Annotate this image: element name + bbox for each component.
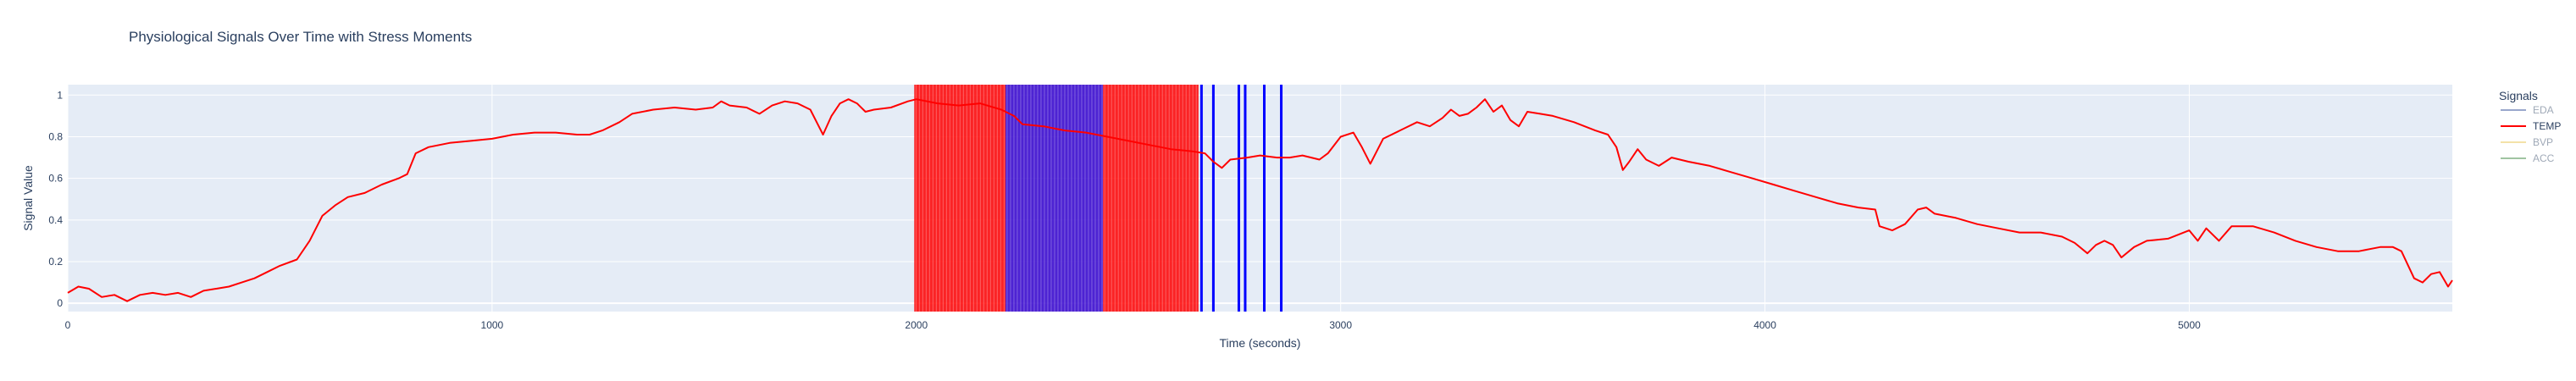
y-tick-label: 0: [57, 297, 63, 309]
stress-band: [914, 85, 1005, 312]
x-tick-label: 3000: [1329, 319, 1352, 331]
y-tick-label: 1: [57, 89, 63, 101]
y-tick-label: 0.4: [48, 214, 63, 226]
series-line-temp: [67, 98, 2453, 302]
legend-title: Signals: [2499, 89, 2538, 102]
stress-band: [1005, 85, 1104, 312]
plot-area: [67, 85, 2453, 312]
legend-label: BVP: [2533, 136, 2553, 148]
stress-band-fill: [914, 85, 1005, 312]
y-tick-label: 0.8: [48, 130, 63, 142]
stress-band: [1103, 85, 1199, 312]
x-tick-label: 2000: [905, 319, 928, 331]
stress-band-layer: [914, 85, 1283, 312]
x-axis-title: Time (seconds): [1220, 336, 1301, 350]
legend-item-bvp[interactable]: BVP: [2501, 136, 2553, 148]
y-tick-label: 0.2: [48, 256, 63, 268]
legend-item-eda[interactable]: EDA: [2501, 104, 2554, 116]
plot-background: [68, 85, 2452, 312]
x-tick-label: 0: [65, 319, 71, 331]
x-axis-ticks: 0 1000 2000 3000 4000 5000: [65, 319, 2201, 331]
legend-label: ACC: [2533, 152, 2555, 164]
y-axis-ticks: 0 0.2 0.4 0.6 0.8 1: [48, 89, 63, 309]
y-tick-label: 0.6: [48, 173, 63, 185]
legend-item-temp[interactable]: TEMP: [2501, 120, 2561, 132]
x-tick-label: 5000: [2178, 319, 2201, 331]
x-tick-label: 1000: [481, 319, 504, 331]
series-layer: [67, 98, 2453, 302]
stress-band-fill: [1103, 85, 1199, 312]
legend-item-acc[interactable]: ACC: [2501, 152, 2555, 164]
legend[interactable]: Signals EDA TEMP BVP ACC: [2499, 89, 2561, 164]
legend-items: EDA TEMP BVP ACC: [2501, 104, 2561, 164]
legend-label: TEMP: [2533, 120, 2561, 132]
y-axis-title: Signal Value: [21, 165, 35, 231]
x-tick-label: 4000: [1753, 319, 1776, 331]
chart-title: Physiological Signals Over Time with Str…: [129, 29, 472, 45]
legend-label: EDA: [2533, 104, 2554, 116]
